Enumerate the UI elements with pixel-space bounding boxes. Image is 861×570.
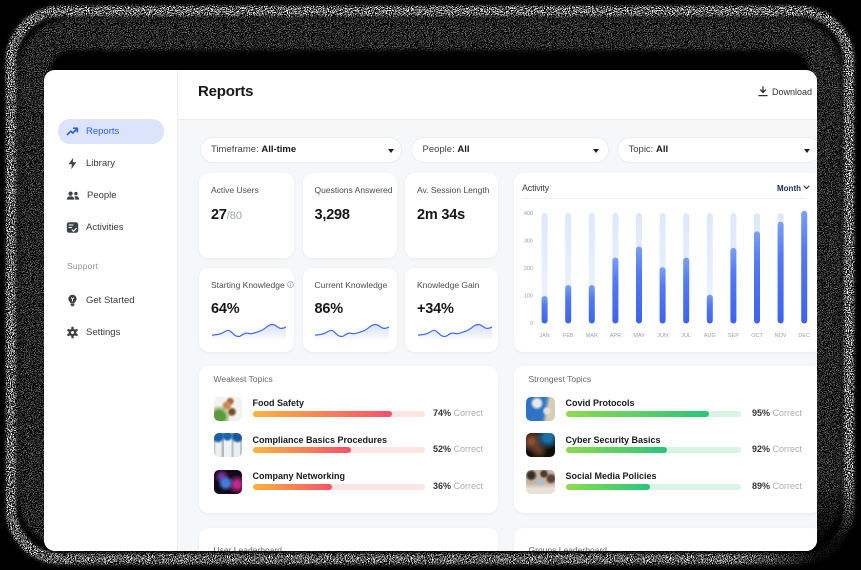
svg-text:NOV: NOV xyxy=(775,333,787,339)
svg-text:APR: APR xyxy=(610,333,621,339)
svg-text:AUG: AUG xyxy=(704,333,716,339)
svg-text:JAN: JAN xyxy=(539,333,549,339)
svg-text:JUN: JUN xyxy=(657,333,668,339)
svg-text:FEB: FEB xyxy=(563,333,574,339)
svg-text:JUL: JUL xyxy=(681,333,691,339)
svg-text:SEP: SEP xyxy=(728,333,739,339)
svg-text:200: 200 xyxy=(524,266,533,272)
svg-text:100: 100 xyxy=(524,294,533,300)
svg-text:MAR: MAR xyxy=(586,333,598,339)
svg-text:300: 300 xyxy=(524,239,533,245)
svg-text:OCT: OCT xyxy=(751,333,763,339)
svg-text:DEC: DEC xyxy=(798,333,810,339)
svg-text:MAY: MAY xyxy=(633,333,645,339)
svg-text:0: 0 xyxy=(530,321,533,327)
svg-text:400: 400 xyxy=(524,211,533,217)
